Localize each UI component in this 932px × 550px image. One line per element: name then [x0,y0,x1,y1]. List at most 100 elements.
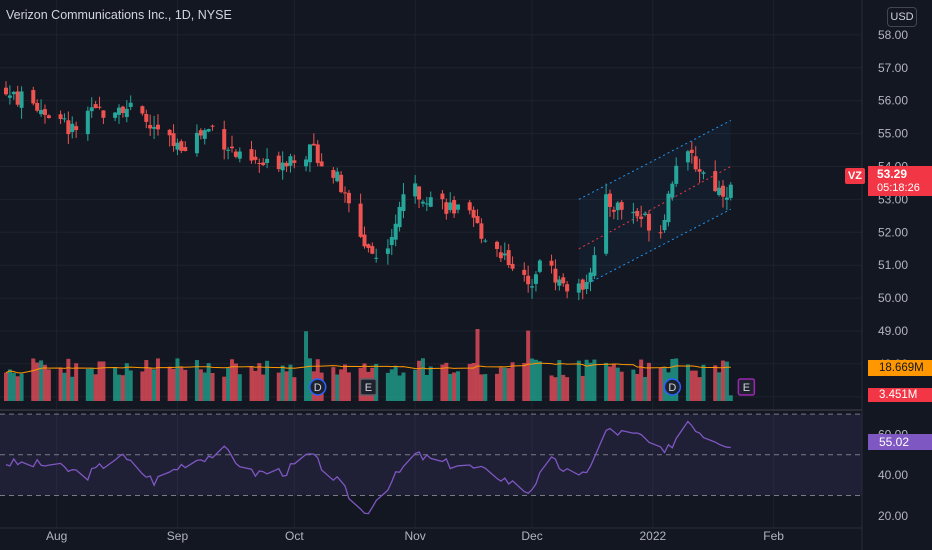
volume-bar [346,372,351,401]
earnings-marker[interactable]: E [737,378,756,396]
volume-bar [97,361,102,401]
candle-body [693,156,698,170]
volume-bar [720,360,725,401]
volume-bar [249,366,254,401]
time-tick-label: Sep [167,529,189,543]
candle-body [494,241,499,249]
candle-body [89,107,94,112]
volume-bar [588,362,593,401]
dividend-marker-shape [308,378,327,396]
candle-body [253,156,258,160]
candle-body [362,234,367,247]
candle-body [553,268,558,283]
candle-body [662,219,667,231]
dividend-marker[interactable]: D [663,378,682,396]
volume-bar [183,369,188,401]
volume-bar [179,367,184,401]
candle-body [728,184,733,198]
trend-channel[interactable] [578,119,732,289]
candle-body [140,106,145,114]
candle-body [619,202,624,210]
time-tick-label: Nov [404,529,425,543]
volume-bar [113,367,118,401]
candle-body [97,106,102,108]
candle-body [319,161,324,167]
volume-bar [140,371,145,401]
volume-bar [46,369,51,401]
candle-body [413,183,418,197]
earnings-marker[interactable]: E [359,378,378,396]
candle-body [611,209,616,212]
candle-body [666,193,671,223]
volume-bar [124,363,129,401]
candle-body [389,236,394,246]
volume-bar [284,371,289,401]
volume-bar [537,361,542,401]
volume-bar [70,376,75,401]
volume-bar [148,367,153,401]
volume-bar [155,358,160,401]
volume-bar [549,375,554,401]
candle-body [498,252,503,259]
candle-body [592,255,597,276]
volume-bar [226,367,231,401]
volume-bar [39,360,44,401]
candle-body [171,133,176,146]
candle-body [233,151,238,157]
candle-body [15,91,20,105]
time-tick-label: 2022 [640,529,667,543]
volume-bar [7,369,12,401]
candle-body [467,202,472,211]
candle-body [448,202,453,210]
candle-body [117,107,122,115]
candle-body [701,172,706,174]
volume-bar [643,376,648,401]
volume-bar [117,374,122,401]
earnings-marker-shape [359,378,378,396]
dividend-marker[interactable]: D [308,378,327,396]
candle-body [385,248,390,254]
candle-body [152,127,157,129]
candle-body [58,114,63,120]
candle-body [288,156,293,166]
currency-button[interactable]: USD [887,7,917,27]
candle-body [261,162,266,166]
price-tick-label: 57.00 [878,61,908,75]
candle-body [670,183,675,198]
candle-body [393,223,398,240]
last-price-value: 53.29 [877,167,908,181]
candle-body [175,142,180,150]
volume-bar [424,374,429,401]
candle-body [537,260,542,272]
rsi-value-tag: 55.02 [868,434,932,450]
volume-bar [331,367,336,401]
volume-bar [42,364,47,401]
volume-bar [120,375,125,401]
volume-bar [639,359,644,401]
candle-body [276,155,281,170]
volume-bar [265,360,270,401]
candle-body [70,123,75,133]
candle-body [631,211,636,214]
volume-bar [728,395,733,401]
time-tick-label: Feb [763,529,784,543]
candle-body [183,147,188,152]
volume-bar [19,373,24,401]
volume-bar [635,373,640,401]
rsi-path [5,420,731,515]
price-tick-label: 55.00 [878,127,908,141]
candle-body [311,143,316,146]
candle-body [720,185,725,197]
bar-countdown: 05:18:26 [877,182,920,194]
volume-ma-line [5,362,731,374]
volume-bar [604,362,609,401]
volume-bar [717,372,722,401]
volume-ma-tag: 18.669M [868,360,932,376]
volume-bar [615,367,620,401]
volume-bar [304,331,309,401]
volume-bar [565,377,570,401]
volume-bar [15,376,20,401]
volume-bar [198,369,203,401]
